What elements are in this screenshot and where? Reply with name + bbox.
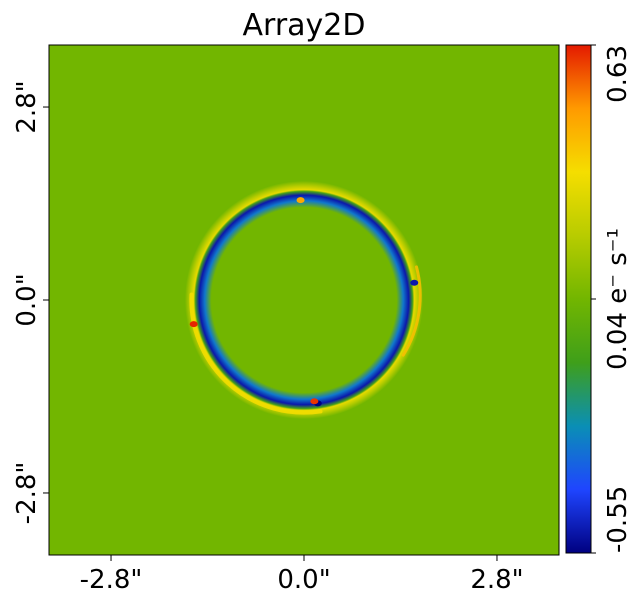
- y-tick-label: -2.8": [12, 462, 42, 525]
- y-tick-label: 0.0": [12, 273, 42, 326]
- ring-spot-0: [296, 197, 305, 204]
- colorbar-max-label: 0.63: [603, 45, 633, 103]
- ring-spot-3: [189, 321, 198, 328]
- heatmap-plot: [49, 45, 559, 555]
- chart-title: Array2D: [243, 8, 366, 43]
- y-axis: 2.8" 0.0" -2.8": [12, 80, 49, 524]
- x-tick-label: -2.8": [80, 565, 143, 595]
- colorbar-mid-label: 0.04 e⁻ s⁻¹: [603, 228, 633, 370]
- heatmap-ring-layer: [184, 180, 424, 420]
- x-axis: -2.8" 0.0" 2.8": [80, 555, 524, 595]
- ring-spot-2: [310, 398, 319, 405]
- y-tick-label: 2.8": [12, 80, 42, 133]
- colorbar: 0.63 0.04 e⁻ s⁻¹ -0.55: [565, 44, 633, 554]
- heatmap-spot-layer: [189, 197, 419, 407]
- colorbar-min-label: -0.55: [603, 486, 633, 553]
- ring-feature: [184, 180, 424, 420]
- x-tick-label: 0.0": [277, 565, 330, 595]
- colorbar-gradient: [565, 44, 592, 554]
- x-tick-label: 2.8": [470, 565, 523, 595]
- ring-halo-right: [401, 265, 422, 357]
- ring-spot-4: [410, 279, 419, 286]
